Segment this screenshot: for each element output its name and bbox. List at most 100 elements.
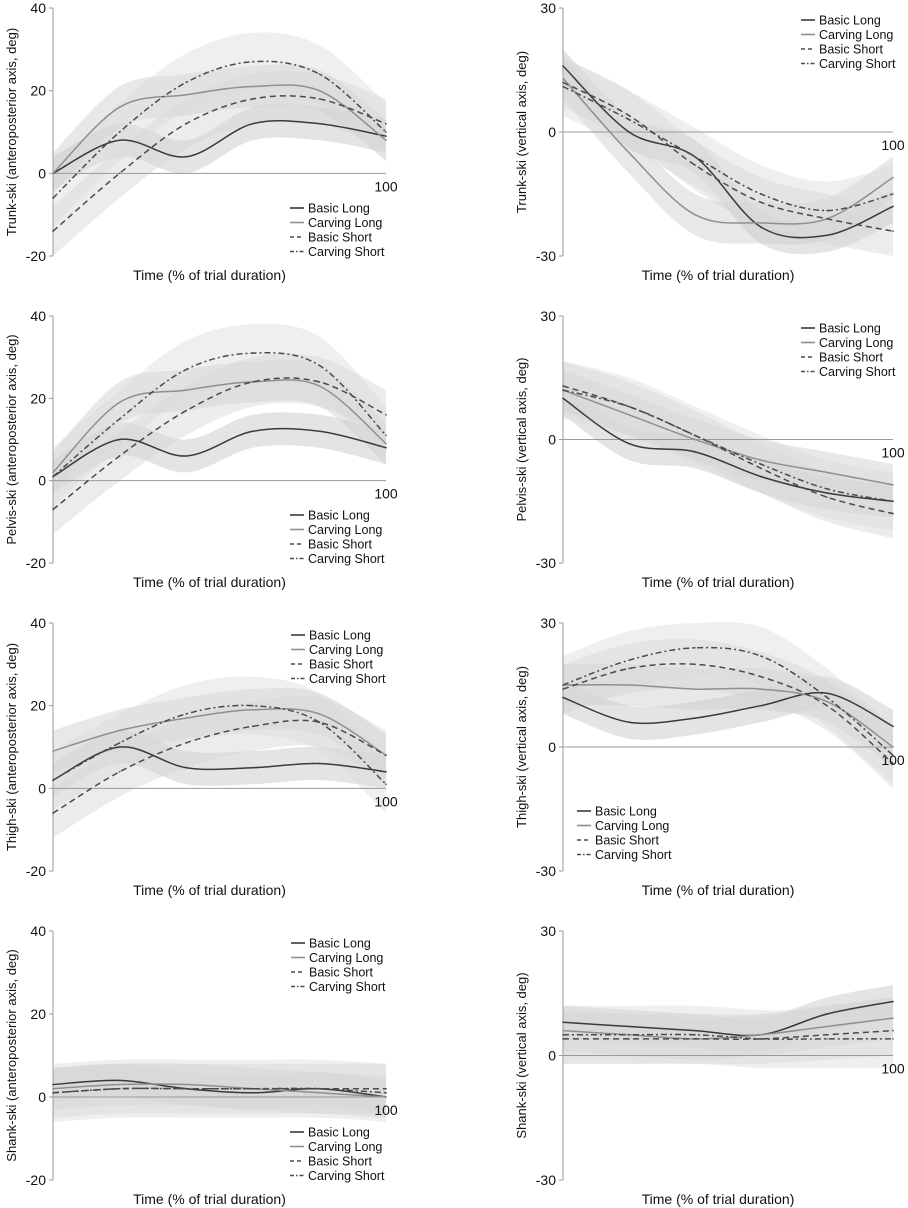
sd-band-2 bbox=[53, 359, 386, 493]
sd-band-4 bbox=[563, 621, 893, 785]
x-axis-label: Time (% of trial duration) bbox=[133, 882, 286, 898]
series-line-carving-long bbox=[52, 1083, 387, 1098]
x-axis-label: Time (% of trial duration) bbox=[133, 267, 286, 283]
legend-label: Carving Long bbox=[308, 1140, 382, 1154]
series-line-basic-short bbox=[562, 663, 894, 765]
series-line-basic-long bbox=[562, 397, 894, 503]
data-point bbox=[385, 122, 387, 125]
sd-band-1 bbox=[563, 49, 893, 255]
series-line-basic-long bbox=[562, 691, 894, 727]
data-point bbox=[694, 434, 696, 437]
data-point bbox=[628, 442, 630, 445]
legend-label: Carving Short bbox=[819, 365, 896, 379]
legend-label: Basic Short bbox=[309, 658, 373, 672]
data-point bbox=[185, 122, 187, 125]
data-point bbox=[562, 389, 564, 391]
legend-label: Carving Long bbox=[595, 819, 669, 833]
sd-band-3 bbox=[53, 353, 386, 535]
data-point bbox=[318, 713, 321, 715]
data-point bbox=[562, 397, 564, 400]
sd-band-3 bbox=[563, 639, 893, 789]
data-point bbox=[694, 663, 696, 666]
y-tick-label: 0 bbox=[548, 124, 556, 140]
y-tick-label: -20 bbox=[26, 1172, 46, 1188]
y-tick-label: 0 bbox=[38, 165, 46, 181]
y-tick-label: 40 bbox=[30, 923, 46, 939]
data-point bbox=[694, 438, 696, 441]
data-point bbox=[694, 156, 696, 158]
panel-pelvis-vertical: 30 0 -30 100 Pelvis-ski (vertical axis, deg)… bbox=[514, 308, 905, 590]
x-tick-label: 100 bbox=[881, 752, 905, 768]
data-point bbox=[318, 721, 321, 723]
sd-band-3 bbox=[563, 57, 893, 256]
data-point bbox=[52, 750, 54, 752]
y-tick-label: 0 bbox=[38, 780, 46, 796]
y-tick-label: 40 bbox=[30, 0, 46, 16]
data-point bbox=[385, 131, 387, 133]
sd-band-3 bbox=[53, 71, 386, 257]
data-point bbox=[185, 766, 187, 769]
y-tick-label: 0 bbox=[548, 432, 556, 448]
sd-band-2 bbox=[53, 1063, 386, 1118]
data-point bbox=[892, 500, 894, 503]
data-point bbox=[892, 176, 894, 179]
legend-label: Basic Short bbox=[308, 1155, 372, 1169]
legend-label: Basic Long bbox=[819, 14, 881, 28]
data-point bbox=[628, 131, 630, 133]
series-line-carving-short bbox=[562, 646, 894, 756]
data-point bbox=[826, 488, 828, 490]
data-point bbox=[628, 684, 630, 686]
data-point bbox=[628, 721, 630, 723]
data-point bbox=[52, 1087, 54, 1090]
data-point bbox=[52, 230, 54, 232]
legend-label: Carving Long bbox=[819, 28, 893, 42]
legend-label: Basic Long bbox=[308, 509, 370, 523]
data-point bbox=[892, 512, 894, 515]
series-line-carving-long bbox=[562, 389, 894, 486]
data-point bbox=[562, 85, 564, 88]
y-axis-label: Pelvis-ski (anteroposterior axis, deg) bbox=[4, 334, 19, 544]
sd-band-4 bbox=[563, 57, 893, 240]
data-point bbox=[118, 729, 121, 732]
data-point bbox=[252, 766, 254, 769]
x-tick-label: 100 bbox=[881, 137, 905, 153]
data-point bbox=[892, 483, 894, 486]
series-line-basic-long bbox=[562, 65, 894, 239]
panel-pelvis-ap: 40 20 0 -20 100 Pelvis-ski (anteroposterior a… bbox=[4, 308, 398, 590]
data-point bbox=[118, 418, 121, 420]
legend-label: Basic Short bbox=[308, 538, 372, 552]
x-axis-label: Time (% of trial duration) bbox=[133, 574, 286, 590]
data-point bbox=[760, 201, 762, 204]
series-line-basic-short bbox=[52, 377, 387, 511]
x-tick-label: 100 bbox=[881, 1061, 905, 1077]
data-point bbox=[760, 675, 762, 678]
data-point bbox=[760, 655, 762, 657]
data-point bbox=[892, 725, 894, 728]
data-point bbox=[760, 704, 762, 707]
data-point bbox=[118, 438, 121, 441]
data-point bbox=[562, 65, 564, 67]
data-point bbox=[118, 172, 121, 175]
y-tick-label: -30 bbox=[536, 863, 556, 879]
data-point bbox=[118, 771, 121, 773]
data-point bbox=[52, 475, 54, 478]
data-point bbox=[385, 771, 387, 773]
series-line-basic-short bbox=[562, 1029, 894, 1040]
sd-band-2 bbox=[563, 369, 893, 506]
panel-trunk-vertical: 30 0 -30 100 Trunk-ski (vertical axis, deg) T… bbox=[514, 0, 905, 283]
data-point bbox=[628, 667, 630, 670]
data-point bbox=[318, 1092, 321, 1094]
legend-label: Carving Short bbox=[308, 1169, 385, 1183]
data-point bbox=[760, 475, 762, 478]
legend-label: Carving Long bbox=[308, 523, 382, 537]
data-point bbox=[826, 692, 828, 695]
sd-band-1 bbox=[53, 412, 386, 493]
data-point bbox=[52, 1083, 54, 1086]
y-tick-label: 0 bbox=[548, 1048, 556, 1064]
y-axis-label: Thigh-ski (vertical axis, deg) bbox=[514, 666, 529, 828]
data-point bbox=[694, 688, 696, 690]
